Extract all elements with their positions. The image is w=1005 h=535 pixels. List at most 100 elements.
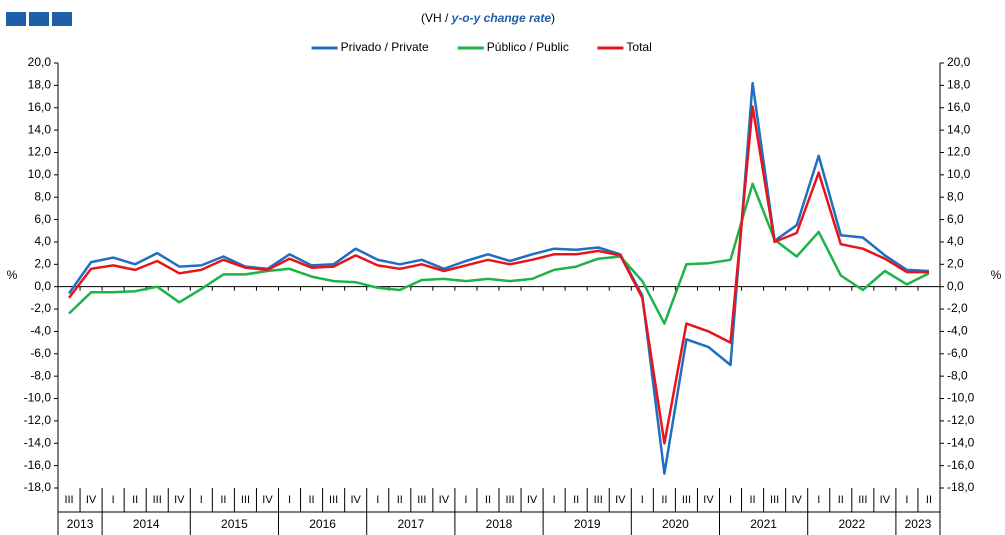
- x-tick-label: I: [200, 494, 203, 506]
- y-tick-label: -10,0: [24, 391, 52, 405]
- x-tick-label: II: [485, 494, 491, 506]
- header-block: [6, 12, 26, 26]
- y-tick-label: -18,0: [24, 480, 52, 494]
- y2-tick-label: -2,0: [947, 301, 968, 315]
- x-tick-label: IV: [527, 494, 538, 506]
- x-tick-label: III: [594, 494, 603, 506]
- y-tick-label: -8,0: [30, 368, 51, 382]
- chart-subtitle: (VH / y-o-y change rate): [421, 11, 555, 25]
- y2-tick-label: 0,0: [947, 279, 964, 293]
- x-tick-label: I: [641, 494, 644, 506]
- x-tick-label: IV: [703, 494, 714, 506]
- x-tick-label: II: [132, 494, 138, 506]
- y2-tick-label: 14,0: [947, 122, 971, 136]
- header-block: [29, 12, 49, 26]
- x-tick-label: IV: [86, 494, 97, 506]
- legend-label: Público / Public: [487, 40, 569, 54]
- y2-tick-label: -4,0: [947, 324, 968, 338]
- x-tick-label: III: [153, 494, 162, 506]
- x-tick-label: I: [376, 494, 379, 506]
- y-axis-label: %: [7, 268, 18, 282]
- year-label: 2013: [67, 517, 94, 531]
- subtitle-part: (VH /: [421, 11, 452, 25]
- x-tick-label: II: [397, 494, 403, 506]
- y2-axis-label: %: [991, 268, 1002, 282]
- x-tick-label: IV: [615, 494, 626, 506]
- legend: Privado / Private Público / Public Total: [311, 40, 652, 54]
- x-tick-label: IV: [262, 494, 273, 506]
- data-line: [67, 81, 930, 475]
- y2-tick-label: 16,0: [947, 100, 971, 114]
- y-tick-label: -2,0: [30, 301, 51, 315]
- y2-tick-label: -18,0: [947, 480, 975, 494]
- y-tick-label: 14,0: [28, 122, 52, 136]
- subtitle-part: ): [551, 11, 555, 25]
- x-tick-label: IV: [174, 494, 185, 506]
- y2-tick-label: 20,0: [947, 55, 971, 69]
- data-line: [68, 182, 930, 325]
- y-tick-label: 8,0: [34, 189, 51, 203]
- x-tick-label: III: [329, 494, 338, 506]
- x-tick-label: I: [464, 494, 467, 506]
- x-tick-label: II: [309, 494, 315, 506]
- year-label: 2021: [750, 517, 777, 531]
- legend-label: Total: [626, 40, 651, 54]
- year-label: 2019: [574, 517, 601, 531]
- x-tick-label: II: [750, 494, 756, 506]
- x-tick-label: III: [858, 494, 867, 506]
- x-tick-label: II: [220, 494, 226, 506]
- y-tick-label: -6,0: [30, 346, 51, 360]
- x-tick-label: II: [838, 494, 844, 506]
- x-tick-label: I: [553, 494, 556, 506]
- y2-tick-label: 18,0: [947, 78, 971, 92]
- x-tick-label: I: [905, 494, 908, 506]
- y-tick-label: 4,0: [34, 234, 51, 248]
- y-tick-label: -14,0: [24, 435, 52, 449]
- y2-tick-label: -12,0: [947, 413, 975, 427]
- y-tick-label: 6,0: [34, 212, 51, 226]
- x-tick-label: IV: [791, 494, 802, 506]
- y-tick-label: 18,0: [28, 78, 52, 92]
- y-tick-label: 16,0: [28, 100, 52, 114]
- y-tick-label: -4,0: [30, 324, 51, 338]
- year-label: 2020: [662, 517, 689, 531]
- x-tick-label: IV: [350, 494, 361, 506]
- y2-tick-label: -16,0: [947, 458, 975, 472]
- x-tick-label: I: [817, 494, 820, 506]
- y2-tick-label: 8,0: [947, 189, 964, 203]
- x-tick-label: I: [288, 494, 291, 506]
- y2-tick-label: -8,0: [947, 368, 968, 382]
- x-tick-label: III: [417, 494, 426, 506]
- subtitle-part: y-o-y change rate: [451, 11, 552, 25]
- year-label: 2016: [309, 517, 336, 531]
- y2-tick-label: -10,0: [947, 391, 975, 405]
- y2-tick-label: -6,0: [947, 346, 968, 360]
- x-tick-label: III: [770, 494, 779, 506]
- x-tick-label: IV: [439, 494, 450, 506]
- y2-tick-label: 2,0: [947, 256, 964, 270]
- y2-tick-label: 12,0: [947, 145, 971, 159]
- x-tick-label: IV: [880, 494, 891, 506]
- year-label: 2017: [397, 517, 424, 531]
- year-label: 2015: [221, 517, 248, 531]
- y2-tick-label: 4,0: [947, 234, 964, 248]
- x-tick-label: I: [112, 494, 115, 506]
- y-tick-label: 0,0: [34, 279, 51, 293]
- x-tick-label: II: [661, 494, 667, 506]
- y-tick-label: -16,0: [24, 458, 52, 472]
- legend-label: Privado / Private: [341, 40, 429, 54]
- y-tick-label: 2,0: [34, 256, 51, 270]
- year-label: 2014: [133, 517, 160, 531]
- x-tick-label: II: [926, 494, 932, 506]
- x-tick-label: II: [573, 494, 579, 506]
- year-label: 2023: [905, 517, 932, 531]
- y-tick-label: 12,0: [28, 145, 52, 159]
- y2-tick-label: -14,0: [947, 435, 975, 449]
- y-tick-label: -12,0: [24, 413, 52, 427]
- x-tick-label: III: [241, 494, 250, 506]
- x-tick-label: III: [505, 494, 514, 506]
- year-label: 2018: [486, 517, 513, 531]
- header-block: [52, 12, 72, 26]
- x-tick-label: I: [729, 494, 732, 506]
